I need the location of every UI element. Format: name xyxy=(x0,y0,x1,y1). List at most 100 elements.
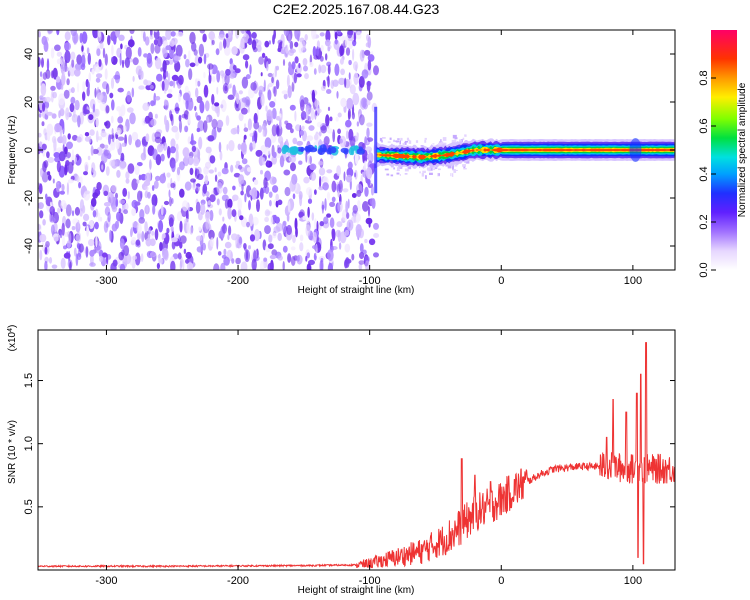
noise-blob xyxy=(104,53,108,66)
noise-blob xyxy=(64,31,71,41)
noise-blob xyxy=(313,218,318,231)
noise-blob xyxy=(358,260,365,265)
noise-blob xyxy=(168,217,174,228)
noise-blob xyxy=(224,73,230,85)
noise-blob xyxy=(272,151,277,158)
noise-blob xyxy=(332,129,336,143)
noise-blob xyxy=(55,182,60,193)
noise-blob xyxy=(260,260,265,270)
noise-blob xyxy=(116,211,122,222)
noise-blob xyxy=(154,44,161,54)
noise-blob xyxy=(111,142,116,151)
noise-blob xyxy=(253,179,259,186)
snr-plot xyxy=(38,342,675,569)
noise-blob xyxy=(271,76,274,84)
noise-blob xyxy=(271,107,277,120)
noise-blob xyxy=(91,68,95,75)
noise-blob xyxy=(260,72,263,77)
noise-blob xyxy=(291,81,295,93)
noise-blob xyxy=(211,118,218,129)
noise-blob xyxy=(121,59,125,69)
noise-blob xyxy=(51,113,57,119)
noise-blob xyxy=(364,136,368,145)
halo-dot xyxy=(424,137,427,140)
noise-blob xyxy=(231,46,238,56)
noise-blob xyxy=(81,31,88,44)
noise-blob xyxy=(184,125,188,133)
noise-blob xyxy=(223,248,227,256)
noise-blob xyxy=(264,225,271,235)
noise-blob xyxy=(218,41,223,51)
halo-dot xyxy=(433,168,435,171)
noise-blob xyxy=(178,114,182,122)
noise-blob xyxy=(149,84,154,90)
noise-blob xyxy=(331,180,337,193)
noise-blob xyxy=(344,77,347,88)
noise-blob xyxy=(197,80,201,87)
halo-dot xyxy=(395,141,399,144)
noise-blob xyxy=(336,30,342,35)
noise-blob xyxy=(275,193,280,202)
noise-blob xyxy=(301,125,305,130)
signal-band-layer-6 xyxy=(376,147,675,160)
noise-blob xyxy=(54,123,62,133)
noise-blob xyxy=(138,85,145,90)
noise-blob xyxy=(241,107,248,115)
noise-blob xyxy=(47,171,51,176)
noise-blob xyxy=(331,228,336,242)
noise-blob xyxy=(86,47,90,55)
noise-blob xyxy=(287,200,291,213)
noise-blob xyxy=(69,63,76,77)
noise-blob xyxy=(74,68,81,77)
noise-blob xyxy=(334,31,338,40)
noise-blob xyxy=(47,30,53,34)
noise-blob xyxy=(92,192,99,199)
noise-blob xyxy=(178,92,181,103)
noise-blob xyxy=(200,202,206,215)
noise-blob xyxy=(198,136,203,150)
noise-streak xyxy=(356,148,365,155)
noise-blob xyxy=(154,30,158,33)
noise-blob xyxy=(116,106,122,112)
noise-blob xyxy=(155,154,162,166)
halo-dot xyxy=(447,165,452,169)
noise-blob xyxy=(199,30,206,34)
noise-blob xyxy=(251,258,257,270)
noise-blob xyxy=(199,100,205,114)
noise-blob xyxy=(211,39,215,46)
noise-blob xyxy=(329,201,336,207)
noise-blob xyxy=(70,87,75,94)
noise-blob xyxy=(157,143,164,153)
halo-dot xyxy=(459,139,462,143)
noise-blob xyxy=(115,30,121,38)
noise-blob xyxy=(61,134,67,145)
noise-blob xyxy=(131,236,137,244)
halo-dot xyxy=(462,164,466,167)
noise-blob xyxy=(205,218,210,230)
top-x-axis-label: Height of straight line (km) xyxy=(298,285,415,296)
noise-blob xyxy=(366,100,371,106)
noise-blob xyxy=(63,252,71,259)
noise-blob xyxy=(315,110,318,116)
noise-blob xyxy=(243,134,247,140)
noise-blob xyxy=(286,213,290,222)
noise-streak xyxy=(327,147,332,153)
noise-blob xyxy=(235,257,241,265)
noise-blob xyxy=(222,186,228,195)
halo-dot xyxy=(406,137,409,141)
noise-blob xyxy=(291,61,296,70)
halo-dot xyxy=(404,173,408,175)
noise-blob xyxy=(195,78,198,87)
noise-blob xyxy=(219,150,223,161)
x-tick-label: 0 xyxy=(498,275,504,287)
noise-blob xyxy=(312,46,317,58)
snr-series-line xyxy=(38,342,675,569)
noise-blob xyxy=(76,54,83,65)
noise-blob xyxy=(331,196,336,203)
noise-blob xyxy=(275,222,283,232)
noise-blob xyxy=(66,78,70,86)
noise-blob xyxy=(294,217,298,231)
noise-blob xyxy=(171,160,176,173)
noise-blob xyxy=(46,151,50,159)
noise-blob xyxy=(96,146,103,156)
